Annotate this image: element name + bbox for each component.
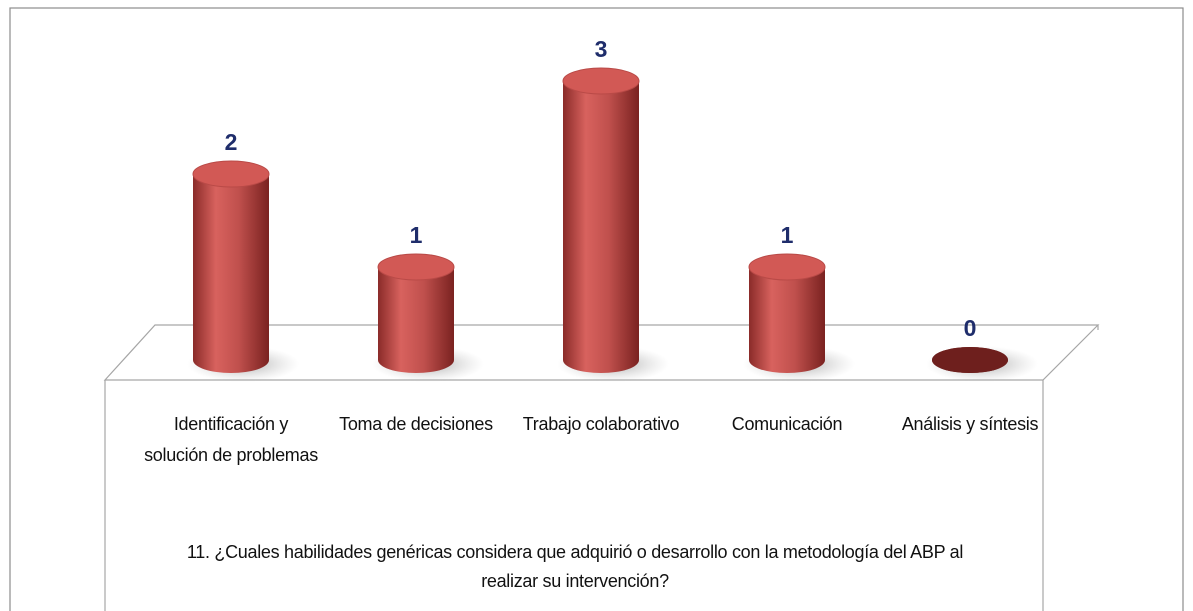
x-tick-label: Comunicación xyxy=(731,414,843,434)
bar-top xyxy=(192,160,270,188)
bar-top xyxy=(562,67,640,95)
x-tick-label: Trabajo colaborativo xyxy=(522,414,680,434)
x-tick-label: Toma de decisiones xyxy=(339,414,493,434)
bar-top xyxy=(748,253,826,281)
x-tick-label: Análisis y síntesis xyxy=(901,414,1039,434)
bar-top xyxy=(377,253,455,281)
value-label: 3 xyxy=(595,36,608,62)
bar xyxy=(749,254,825,373)
bar-top xyxy=(932,347,1008,373)
bar xyxy=(563,68,639,373)
value-label: 2 xyxy=(225,129,238,155)
frame xyxy=(9,7,1184,611)
value-label: 0 xyxy=(964,315,977,341)
value-label: 1 xyxy=(781,222,794,248)
value-label: 1 xyxy=(410,222,423,248)
bar xyxy=(193,161,269,373)
x-tick-label: Identificación y solución de problemas xyxy=(144,414,318,465)
bar xyxy=(378,254,454,373)
axis-title: 11. ¿Cuales habilidades genéricas consid… xyxy=(186,542,964,591)
